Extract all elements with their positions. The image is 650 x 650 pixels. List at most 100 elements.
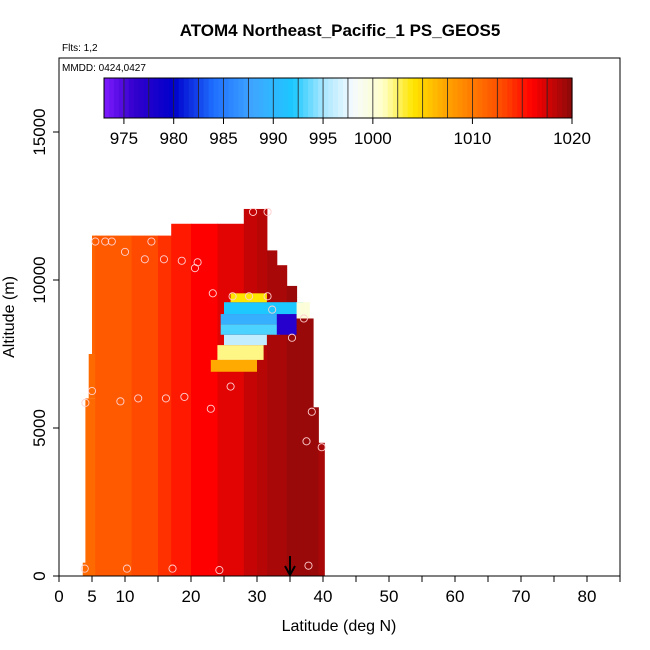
colorbar-cell xyxy=(128,78,135,118)
colorbar-cell xyxy=(507,78,513,118)
colorbar-cell xyxy=(567,78,573,118)
colorbar-cell xyxy=(338,78,344,118)
heat-patch xyxy=(217,345,264,360)
colorbar-cell xyxy=(452,78,459,118)
heat-column xyxy=(296,303,304,576)
sample-point xyxy=(122,564,132,573)
colorbar-cell xyxy=(382,78,389,118)
y-tick-label: 15000 xyxy=(30,108,49,155)
heat-column xyxy=(95,235,133,576)
x-tick-label: 10 xyxy=(116,587,135,606)
colorbar-cell xyxy=(138,78,145,118)
colorbar-cell xyxy=(118,78,125,118)
colorbar-cell xyxy=(173,78,180,118)
heat-column xyxy=(85,398,96,576)
colorbar-tick-label: 975 xyxy=(110,129,138,148)
x-axis: 0 5 10 20 30 40 50 60 70 80 xyxy=(54,576,621,606)
colorbar-cell xyxy=(203,78,210,118)
dates-label: MMDD: 0424,0427 xyxy=(62,63,146,74)
colorbar-cell xyxy=(547,78,553,118)
colorbar-cell xyxy=(113,78,120,118)
heat-column xyxy=(171,223,192,576)
x-tick-label: 60 xyxy=(446,587,465,606)
colorbar-cell xyxy=(442,78,449,118)
colorbar-cell xyxy=(123,78,130,118)
sample-point xyxy=(120,247,130,256)
colorbar-cell xyxy=(308,78,314,118)
y-tick-label: 5000 xyxy=(30,409,49,447)
colorbar-cell xyxy=(188,78,195,118)
sample-point xyxy=(190,264,200,273)
sample-point xyxy=(161,394,170,403)
colorbar-cell xyxy=(268,78,274,118)
x-tick-label: 50 xyxy=(380,587,399,606)
x-tick-label: 30 xyxy=(248,587,267,606)
sample-point xyxy=(263,292,272,301)
heat-column xyxy=(217,223,245,576)
colorbar-cell xyxy=(283,78,289,118)
colorbar-cell xyxy=(218,78,225,118)
colorbar-cell xyxy=(502,78,508,118)
colorbar-cell xyxy=(517,78,523,118)
sample-point xyxy=(307,407,316,416)
colorbar-cell xyxy=(422,78,429,118)
sample-point xyxy=(287,333,297,342)
x-tick-label: 70 xyxy=(512,587,531,606)
x-tick-label: 80 xyxy=(578,587,597,606)
colorbar-cell xyxy=(263,78,269,118)
sample-point xyxy=(107,237,116,246)
colorbar-cell xyxy=(273,78,279,118)
colorbar-cell xyxy=(372,78,379,118)
colorbar-cell xyxy=(457,78,464,118)
colorbar-cell xyxy=(228,78,235,118)
colorbar-cell xyxy=(367,78,374,118)
sample-point xyxy=(159,255,168,264)
sample-point xyxy=(134,394,143,403)
colorbar-cell xyxy=(163,78,170,118)
colorbar-tick-label: 1000 xyxy=(354,129,392,148)
colorbar-cell xyxy=(298,78,304,118)
sample-point xyxy=(101,237,110,246)
sample-point xyxy=(87,386,97,396)
colorbar-cell xyxy=(412,78,419,118)
colorbar-cell xyxy=(133,78,140,118)
colorbar-cell xyxy=(328,78,334,118)
colorbar-frame xyxy=(103,77,573,119)
flights-label: Flts: 1,2 xyxy=(62,43,98,54)
colorbar-cell xyxy=(362,78,369,118)
colorbar-cell xyxy=(213,78,220,118)
colorbar-cell xyxy=(522,78,528,118)
sample-point xyxy=(168,564,177,573)
sample-point xyxy=(215,566,224,575)
colorbar-tick-label: 995 xyxy=(309,129,337,148)
sample-point xyxy=(268,305,277,314)
sample-point xyxy=(302,437,311,446)
y-tick-label: 0 xyxy=(30,571,49,580)
colorbar-cell xyxy=(532,78,538,118)
colorbar-cell xyxy=(407,78,414,118)
colorbar-cell xyxy=(333,78,339,118)
sample-point xyxy=(177,256,186,265)
colorbar-cell xyxy=(487,78,493,118)
heat-patch xyxy=(230,293,267,303)
colorbar-cell xyxy=(377,78,384,118)
colorbar-cell xyxy=(462,78,469,118)
heat-column xyxy=(243,208,258,576)
sample-point xyxy=(208,289,217,298)
heat-column xyxy=(276,265,288,576)
colorbar-cell xyxy=(303,78,309,118)
colorbar-cell xyxy=(253,78,259,118)
sample-point xyxy=(80,564,89,573)
sample-point xyxy=(245,292,254,301)
colorbar-cell xyxy=(148,78,155,118)
colorbar-cell xyxy=(417,78,424,118)
colorbar-cell xyxy=(537,78,543,118)
colorbar-cell xyxy=(472,78,479,118)
colorbar-cell xyxy=(223,78,230,118)
sample-point xyxy=(226,382,235,391)
heat-column xyxy=(191,223,218,576)
colorbar-cell xyxy=(392,78,399,118)
y-tick-label: 10000 xyxy=(30,256,49,303)
heat-patch xyxy=(276,314,297,335)
